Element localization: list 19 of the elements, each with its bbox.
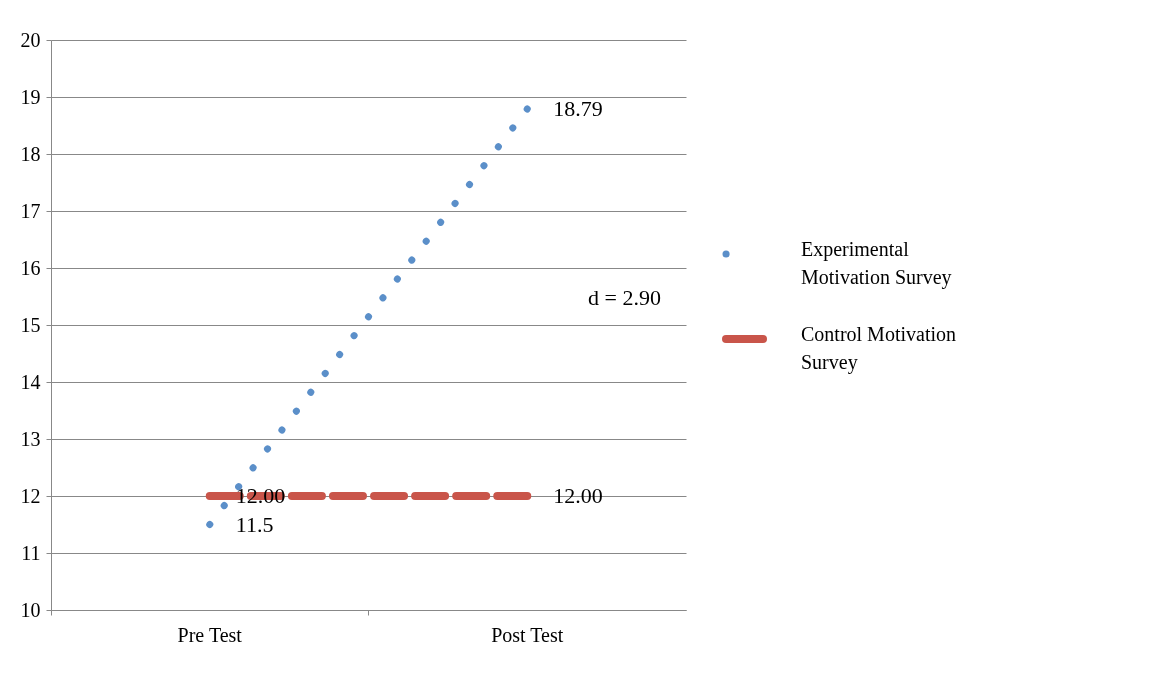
y-tick-label: 16 — [20, 256, 41, 279]
y-tick-label: 15 — [20, 313, 41, 336]
annotation: d = 2.90 — [588, 285, 661, 310]
y-tick-label: 11 — [21, 541, 41, 564]
data-label: 11.5 — [235, 511, 274, 537]
y-tick-label: 10 — [20, 598, 41, 621]
data-label: 18.79 — [553, 95, 603, 121]
data-label: 12.00 — [553, 483, 603, 508]
y-tick-label: 14 — [20, 370, 41, 393]
y-tick-label: 18 — [20, 142, 41, 165]
legend-label: Experimental Motivation Survey — [801, 238, 952, 289]
legend-label: Control Motivation Survey — [801, 323, 956, 374]
y-tick-label: 12 — [20, 484, 41, 507]
y-tick-label: 13 — [20, 427, 41, 450]
x-tick-label: Post Test — [491, 623, 564, 646]
y-tick-label: 17 — [20, 199, 41, 222]
x-tick-label: Pre Test — [177, 623, 243, 646]
y-tick-label: 19 — [20, 85, 41, 108]
y-tick-label: 20 — [20, 28, 41, 51]
